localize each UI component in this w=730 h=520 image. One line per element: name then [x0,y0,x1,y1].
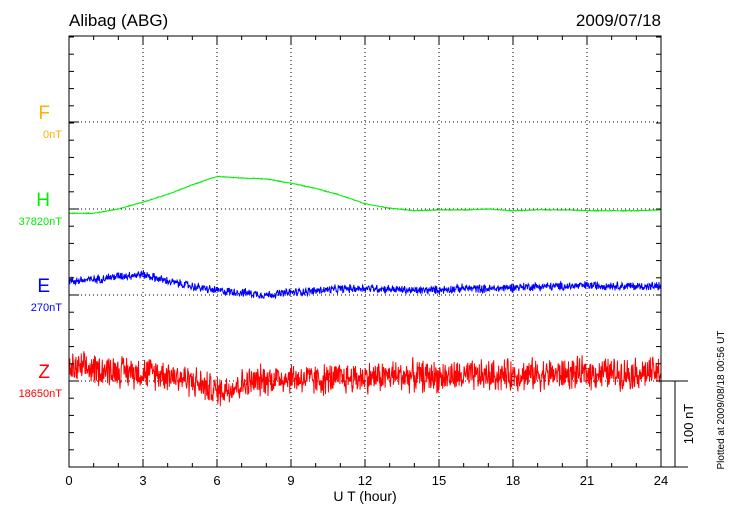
series-line-e [68,270,662,299]
x-tick-label: 3 [139,473,146,488]
series-name-e: E [37,276,50,297]
series-name-h: H [36,190,50,211]
x-tick-label: 6 [213,473,220,488]
series-line-h [69,175,662,215]
x-axis-label: U T (hour) [333,488,396,504]
baseline-value-f: 0nT [43,129,62,141]
x-tick-label: 0 [65,473,72,488]
x-tick-label: 12 [358,473,372,488]
series-name-z: Z [38,362,50,383]
x-tick-label: 21 [580,473,594,488]
x-tick-label: 24 [654,473,668,488]
plotted-note: Plotted at 2009/08/18 00:56 UT [716,331,727,470]
x-tick-label: 9 [287,473,294,488]
scale-label: 100 nT [681,404,696,445]
baseline-value-z: 18650nT [19,388,63,400]
series-line-z [68,351,662,407]
x-tick-label: 18 [506,473,520,488]
baseline-value-h: 37820nT [19,216,63,228]
series-name-f: F [38,103,50,124]
chart-date: 2009/07/18 [576,11,661,30]
x-tick-label: 15 [432,473,446,488]
baseline-value-e: 270nT [31,302,62,314]
chart-title: Alibag (ABG) [69,11,168,30]
